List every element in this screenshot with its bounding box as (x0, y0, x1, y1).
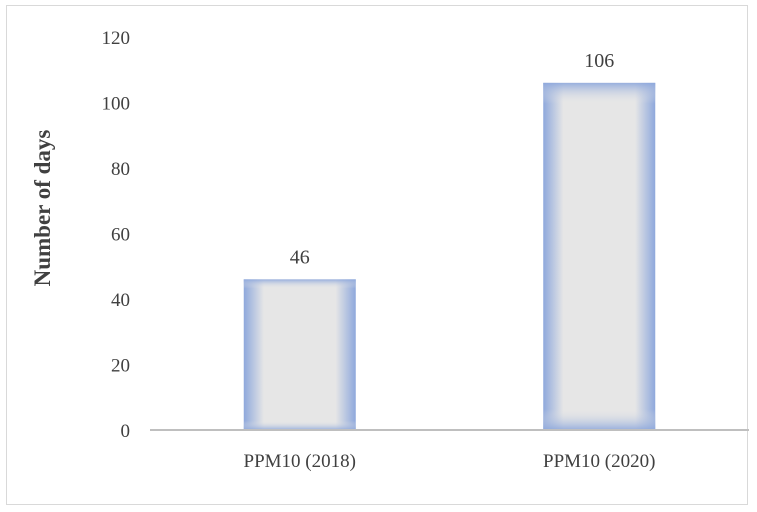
y-axis-ticks: 0 20 40 60 80 100 120 (102, 28, 131, 442)
y-tick-label: 80 (111, 159, 130, 180)
y-tick-label: 20 (111, 356, 130, 377)
y-axis-title: Number of days (30, 130, 55, 287)
bar (543, 82, 656, 430)
data-label: 106 (584, 50, 614, 72)
bar (243, 279, 356, 430)
y-tick-label: 40 (111, 290, 130, 311)
data-labels: 46 106 (290, 50, 615, 269)
x-tick-label: PPM10 (2018) (244, 451, 356, 472)
y-tick-label: 100 (102, 94, 131, 115)
y-tick-label: 60 (111, 225, 130, 246)
x-axis-labels: PPM10 (2018) PPM10 (2020) (244, 451, 656, 472)
bar-edge-shade (243, 279, 356, 430)
x-tick-label: PPM10 (2020) (543, 451, 655, 472)
y-tick-label: 120 (102, 28, 131, 49)
data-label: 46 (290, 246, 310, 268)
y-tick-label: 0 (121, 421, 131, 442)
bars (243, 82, 656, 430)
bar-edge-shade (543, 82, 656, 430)
